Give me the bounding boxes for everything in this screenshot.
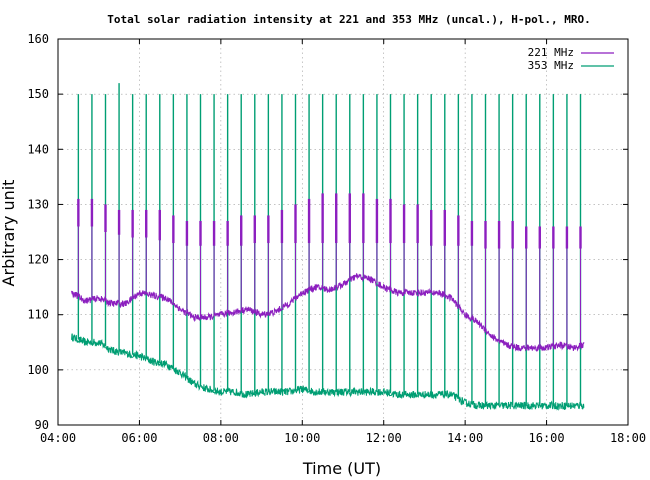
legend-label: 353 MHz [528, 59, 574, 72]
y-tick-label: 90 [35, 418, 49, 432]
spike-mark [321, 193, 324, 244]
spike-mark [294, 204, 297, 244]
spike-mark [443, 209, 446, 246]
spike-mark [117, 209, 121, 235]
chart-title: Total solar radiation intensity at 221 a… [107, 13, 590, 26]
x-tick-label: 16:00 [529, 431, 565, 445]
spike-mark [158, 209, 161, 241]
spike-mark [470, 220, 474, 246]
spike-mark [565, 226, 569, 249]
spike-mark [90, 198, 94, 227]
y-tick-label: 140 [27, 142, 49, 156]
spike-mark [226, 220, 229, 246]
x-tick-label: 18:00 [610, 431, 646, 445]
y-tick-label: 130 [27, 197, 49, 211]
spike-mark [77, 198, 80, 227]
axes: 04:00 06:00 08:00 10:00 12:00 14:00 16:00 18:00… [27, 32, 646, 445]
spike-mark [199, 220, 202, 246]
y-tick-label: 120 [27, 253, 49, 267]
spike-mark [416, 204, 419, 244]
spike-mark [267, 215, 270, 244]
x-tick-label: 08:00 [203, 431, 239, 445]
y-tick-label: 160 [27, 32, 49, 46]
spike-mark [280, 209, 284, 244]
spike-mark [212, 220, 216, 246]
x-axis-label: Time (UT) [302, 459, 381, 478]
grid [58, 39, 628, 425]
series-line [71, 333, 585, 411]
spike-mark [145, 209, 148, 238]
y-tick-label: 150 [27, 87, 49, 101]
series-353mhz [71, 83, 585, 411]
spike-mark [552, 226, 555, 249]
spike-mark [131, 209, 134, 238]
spike-mark [579, 226, 582, 249]
spike-mark [104, 204, 107, 232]
spike-mark [538, 226, 541, 249]
series-line [71, 273, 585, 352]
spike-mark [389, 198, 392, 244]
x-tick-label: 06:00 [121, 431, 157, 445]
series-221mhz [71, 193, 585, 352]
spike-mark [335, 193, 338, 244]
spike-mark [457, 215, 460, 246]
spike-mark [362, 193, 365, 244]
y-axis-label: Arbitrary unit [0, 180, 18, 287]
spike-mark [511, 220, 514, 249]
spike-mark [307, 198, 311, 244]
y-tick-label: 100 [27, 363, 49, 377]
spike-mark [375, 198, 379, 244]
spike-mark [484, 220, 487, 249]
y-tick-label: 110 [27, 308, 49, 322]
spike-mark [240, 215, 243, 246]
spike-mark [525, 226, 528, 249]
x-tick-label: 14:00 [447, 431, 483, 445]
spike-mark [185, 220, 189, 246]
spike-mark [253, 215, 256, 244]
x-tick-label: 10:00 [284, 431, 320, 445]
spike-mark [348, 193, 351, 244]
plot-frame [57, 38, 629, 426]
spike-mark [497, 220, 501, 249]
spike-mark [172, 215, 175, 244]
x-tick-label: 12:00 [366, 431, 402, 445]
legend-label: 221 MHz [528, 46, 574, 59]
x-tick-label: 04:00 [40, 431, 76, 445]
spike-mark [430, 209, 433, 246]
spike-mark [402, 204, 406, 244]
